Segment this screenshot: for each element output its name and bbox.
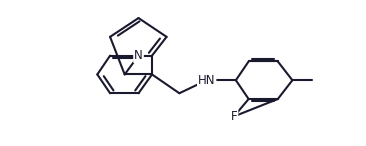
Text: F: F [231,110,238,123]
Text: N: N [134,49,143,62]
Text: HN: HN [198,74,216,87]
